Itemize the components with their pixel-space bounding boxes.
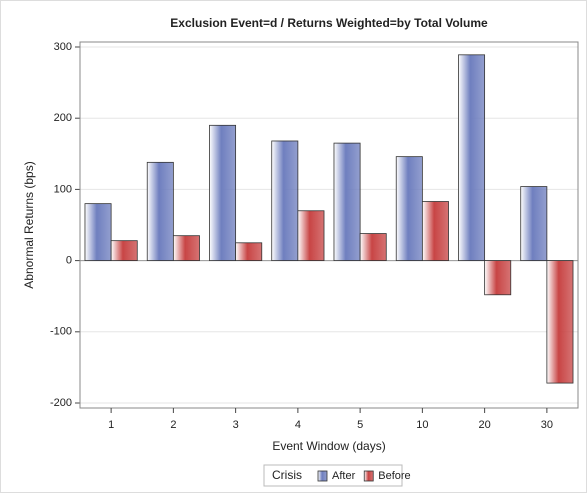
x-tick-label: 10	[416, 419, 428, 431]
bar	[297, 210, 325, 262]
bar	[84, 203, 112, 262]
legend-swatch	[363, 470, 374, 482]
y-tick-label: 0	[66, 255, 72, 267]
x-tick-label: 2	[170, 419, 176, 431]
bar	[333, 142, 361, 262]
x-axis-label: Event Window (days)	[272, 439, 385, 453]
y-tick-label: 100	[54, 183, 72, 195]
bar	[421, 201, 449, 262]
x-tick-label: 1	[108, 419, 114, 431]
legend-label: After	[332, 470, 356, 482]
x-tick-label: 5	[357, 419, 363, 431]
bar	[271, 140, 299, 262]
bar	[209, 124, 237, 262]
bar	[359, 233, 387, 262]
plot-frame	[79, 41, 579, 409]
bar	[546, 260, 574, 384]
bar	[520, 186, 548, 262]
chart-title: Exclusion Event=d / Returns Weighted=by …	[170, 16, 488, 30]
y-tick-label: 200	[54, 112, 72, 124]
y-tick-label: -200	[50, 397, 72, 409]
bar	[172, 235, 200, 262]
x-tick-label: 3	[233, 419, 239, 431]
x-tick-label: 30	[541, 419, 553, 431]
bar	[484, 260, 512, 296]
y-tick-label: 300	[54, 41, 72, 53]
bar	[395, 156, 423, 262]
legend-label: Before	[378, 470, 410, 482]
y-axis-label: Abnormal Returns (bps)	[22, 161, 36, 288]
bar	[110, 240, 138, 262]
x-tick-label: 4	[295, 419, 301, 431]
bar	[146, 161, 174, 262]
bar	[458, 54, 486, 262]
legend-swatch	[317, 470, 328, 482]
legend-frame	[263, 464, 403, 487]
x-tick-label: 20	[479, 419, 491, 431]
bar	[235, 242, 263, 262]
legend-title: Crisis	[272, 468, 302, 482]
y-tick-label: -100	[50, 326, 72, 338]
